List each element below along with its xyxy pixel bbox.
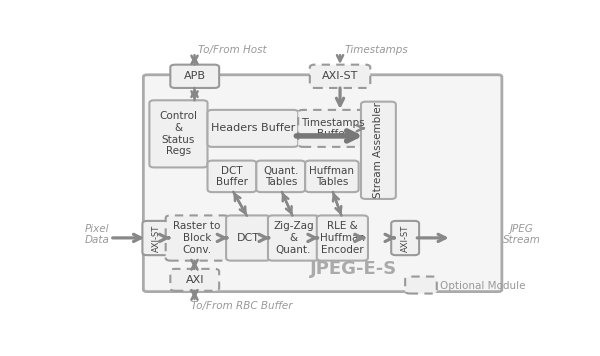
FancyBboxPatch shape (268, 215, 319, 261)
Text: Huffman
Tables: Huffman Tables (310, 166, 355, 187)
Text: Zig-Zag
&
Quant.: Zig-Zag & Quant. (273, 221, 314, 255)
Text: Optional Module: Optional Module (440, 281, 526, 291)
Text: AXI-ST: AXI-ST (401, 224, 410, 252)
FancyBboxPatch shape (170, 65, 219, 88)
Text: APB: APB (184, 71, 206, 81)
FancyBboxPatch shape (208, 161, 256, 192)
Text: Stream Assembler: Stream Assembler (373, 102, 383, 198)
Text: Raster to
Block
Conv.: Raster to Block Conv. (173, 221, 221, 255)
Text: Control
&
Status
Regs: Control & Status Regs (160, 111, 197, 156)
FancyBboxPatch shape (305, 161, 359, 192)
Text: To/From RBC Buffer: To/From RBC Buffer (191, 301, 293, 311)
FancyBboxPatch shape (317, 215, 368, 261)
FancyBboxPatch shape (391, 221, 419, 255)
FancyBboxPatch shape (149, 100, 208, 167)
FancyBboxPatch shape (142, 221, 170, 255)
FancyBboxPatch shape (310, 65, 370, 88)
Text: Quant.
Tables: Quant. Tables (263, 166, 298, 187)
Text: Pixel
Data: Pixel Data (85, 224, 110, 245)
Text: To/From Host: To/From Host (198, 45, 267, 55)
Text: DCT
Buffer: DCT Buffer (216, 166, 248, 187)
FancyBboxPatch shape (166, 215, 229, 261)
Text: AXI: AXI (185, 275, 204, 285)
FancyBboxPatch shape (361, 102, 396, 199)
FancyBboxPatch shape (256, 161, 305, 192)
Text: Timestamps: Timestamps (344, 45, 409, 55)
Text: DCT: DCT (237, 233, 260, 243)
FancyBboxPatch shape (208, 110, 298, 147)
FancyBboxPatch shape (226, 215, 271, 261)
FancyBboxPatch shape (405, 277, 437, 294)
Text: Headers Buffer: Headers Buffer (211, 124, 295, 134)
Text: AXI-ST: AXI-ST (152, 224, 161, 252)
Text: JPEG
Stream: JPEG Stream (502, 224, 541, 245)
Text: AXI-ST: AXI-ST (322, 71, 358, 81)
FancyBboxPatch shape (143, 75, 502, 292)
Text: RLE &
Huffman
Encoder: RLE & Huffman Encoder (320, 221, 365, 255)
Text: JPEG-E-S: JPEG-E-S (310, 260, 398, 278)
FancyBboxPatch shape (170, 269, 219, 291)
Text: Timestamps
Buffer: Timestamps Buffer (301, 117, 365, 139)
FancyBboxPatch shape (298, 110, 368, 147)
